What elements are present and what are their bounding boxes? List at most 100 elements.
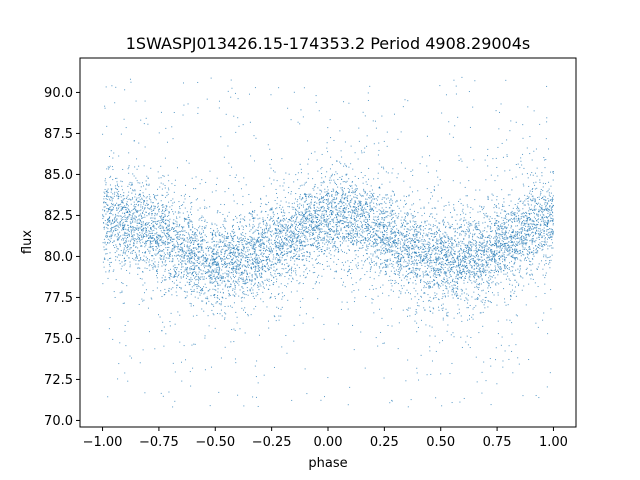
data-point (110, 210, 112, 212)
data-point (389, 200, 391, 202)
data-point (493, 258, 495, 260)
data-point (546, 223, 548, 225)
data-point (171, 294, 173, 296)
data-point (111, 222, 113, 224)
data-point (168, 189, 170, 191)
data-point (470, 248, 472, 250)
data-point (166, 229, 168, 231)
data-point (504, 264, 506, 266)
data-point (443, 249, 445, 251)
data-point (300, 240, 302, 242)
data-point (215, 235, 217, 237)
data-point (130, 184, 132, 186)
data-point (388, 242, 390, 244)
data-point (180, 237, 182, 239)
data-point (211, 234, 213, 236)
data-point (336, 236, 338, 238)
data-point (361, 239, 363, 241)
data-point (216, 231, 218, 233)
data-point (251, 254, 253, 256)
data-point (334, 240, 336, 242)
data-point (129, 221, 131, 223)
data-point (511, 284, 513, 286)
data-point (170, 273, 172, 275)
data-point (151, 232, 153, 234)
data-point (513, 212, 515, 214)
data-point (243, 297, 245, 299)
data-point (263, 252, 265, 254)
data-point (262, 283, 264, 285)
data-point (314, 217, 316, 219)
data-point (140, 119, 142, 121)
data-point (515, 257, 517, 259)
data-point (265, 235, 267, 237)
data-point (179, 255, 181, 257)
data-point (172, 223, 174, 225)
data-point (305, 209, 307, 211)
data-point (227, 232, 229, 234)
data-point (412, 272, 414, 274)
data-point (343, 165, 345, 167)
data-point (162, 219, 164, 221)
data-point (106, 193, 108, 195)
data-point (409, 229, 411, 231)
data-point (202, 236, 204, 238)
data-point (174, 371, 176, 373)
data-point (265, 226, 267, 228)
data-point (532, 238, 534, 240)
data-point (232, 235, 234, 237)
data-point (206, 259, 208, 261)
data-point (286, 248, 288, 250)
data-point (198, 262, 200, 264)
data-point (241, 286, 243, 288)
data-point (196, 238, 198, 240)
data-point (313, 251, 315, 253)
data-point (504, 260, 506, 262)
data-point (531, 172, 533, 174)
data-point (475, 280, 477, 282)
data-point (104, 241, 106, 243)
data-point (426, 220, 428, 222)
data-point (345, 166, 347, 168)
data-point (183, 271, 185, 273)
data-point (488, 270, 490, 272)
data-point (515, 216, 517, 218)
data-point (227, 263, 229, 265)
data-point (276, 268, 278, 270)
data-point (451, 294, 453, 296)
data-point (444, 293, 446, 295)
data-point (335, 270, 337, 272)
data-point (236, 322, 238, 324)
data-point (436, 258, 438, 260)
data-point (118, 237, 120, 239)
data-point (381, 213, 383, 215)
data-point (211, 191, 213, 193)
data-point (346, 180, 348, 182)
data-point (110, 188, 112, 190)
data-point (305, 220, 307, 222)
data-point (235, 275, 237, 277)
data-point (156, 277, 158, 279)
data-point (517, 209, 519, 211)
data-point (436, 240, 438, 242)
data-point (411, 245, 413, 247)
data-point (195, 255, 197, 257)
data-point (538, 218, 540, 220)
data-point (217, 249, 219, 251)
data-point (368, 238, 370, 240)
data-point (467, 223, 469, 225)
data-point (184, 234, 186, 236)
data-point (415, 311, 417, 313)
data-point (211, 277, 213, 279)
data-point (295, 274, 297, 276)
data-point (325, 203, 327, 205)
data-point (476, 381, 478, 383)
data-point (194, 239, 196, 241)
data-point (164, 234, 166, 236)
data-point (278, 315, 280, 317)
data-point (258, 267, 260, 269)
data-point (443, 224, 445, 226)
data-point (447, 290, 449, 292)
data-point (321, 248, 323, 250)
data-point (261, 276, 263, 278)
